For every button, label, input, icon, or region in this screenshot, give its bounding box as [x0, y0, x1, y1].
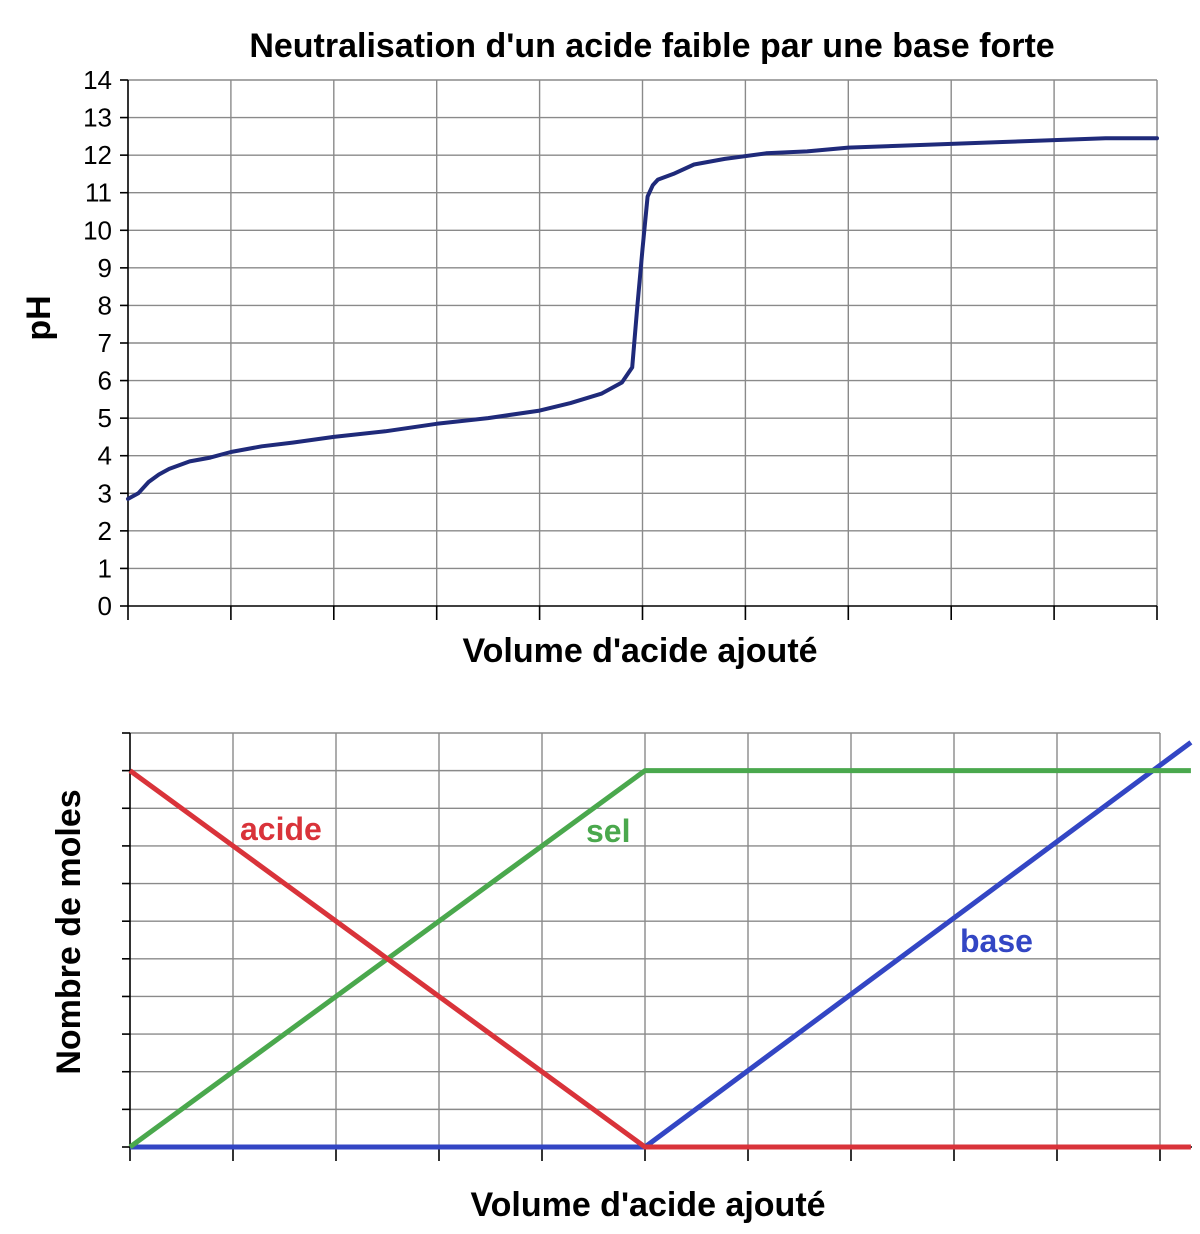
- y-tick-label: 14: [83, 65, 112, 95]
- ph-chart-y-axis-label: pH: [20, 295, 58, 340]
- moles-chart: acide sel base Volume d'acide ajouté Nom…: [50, 732, 1193, 1224]
- ph-titration-chart: Neutralisation d'un acide faible par une…: [20, 27, 1159, 670]
- acide-series-line: [128, 768, 1191, 1150]
- ph-chart-x-axis-label: Volume d'acide ajouté: [462, 632, 817, 670]
- ph-chart-series: [126, 136, 1159, 501]
- chart-title: Neutralisation d'un acide faible par une…: [249, 27, 1054, 65]
- y-tick-label: 0: [98, 591, 112, 621]
- y-tick-label: 6: [98, 366, 112, 396]
- y-tick-label: 2: [98, 516, 112, 546]
- ph-chart-grid: [128, 79, 1158, 606]
- ph-chart-axes: [120, 79, 1158, 620]
- moles-chart-y-axis-label: Nombre de moles: [50, 789, 88, 1074]
- y-tick-label: 13: [83, 103, 112, 133]
- y-tick-label: 10: [83, 215, 112, 245]
- sel-series-line: [128, 768, 1191, 1150]
- moles-chart-grid: [130, 732, 1161, 1147]
- y-tick-label: 5: [98, 403, 112, 433]
- y-tick-label: 9: [98, 253, 112, 283]
- ph-curve-line: [126, 136, 1159, 501]
- y-tick-label: 1: [98, 553, 112, 583]
- acide-series-label: acide: [240, 811, 322, 847]
- y-tick-label: 7: [98, 328, 112, 358]
- y-tick-label: 4: [98, 441, 112, 471]
- y-tick-label: 11: [85, 178, 112, 208]
- y-tick-label: 8: [98, 290, 112, 320]
- y-tick-label: 12: [83, 140, 112, 170]
- base-series-label: base: [960, 923, 1033, 959]
- y-tick-label: 3: [98, 478, 112, 508]
- moles-chart-x-axis-label: Volume d'acide ajouté: [470, 1186, 825, 1224]
- moles-chart-series: [128, 740, 1193, 1150]
- sel-series-label: sel: [586, 813, 630, 849]
